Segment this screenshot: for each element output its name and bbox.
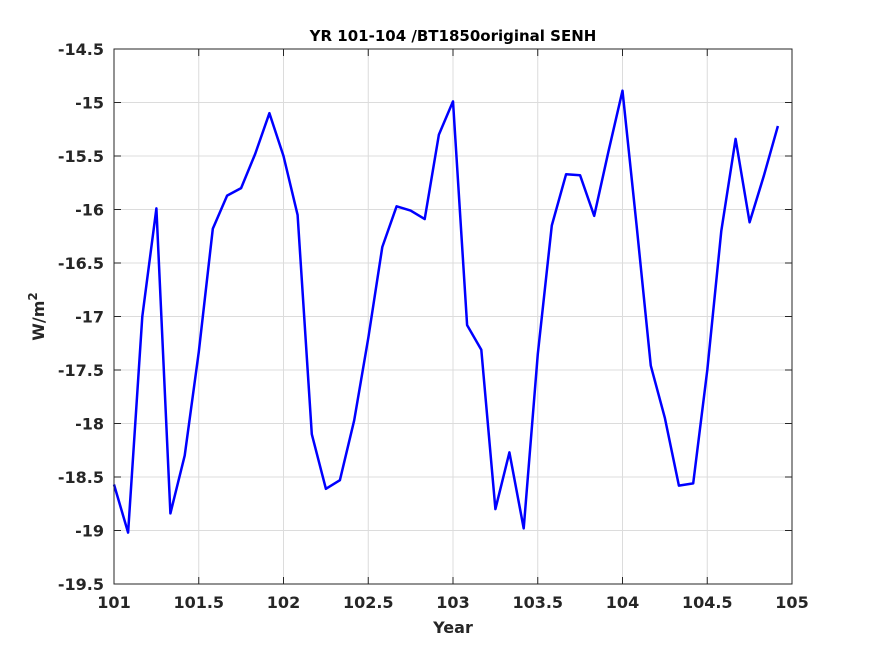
chart-title: YR 101-104 /BT1850original SENH (309, 27, 597, 45)
y-axis-label-superscript: 2 (26, 292, 40, 300)
x-axis: 101 101.5 102 102.5 103 103.5 104 104.5 105 (97, 49, 809, 612)
y-axis-label-base: W/m (29, 301, 48, 341)
x-tick-label: 104 (606, 593, 639, 612)
y-axis: -19.5 -19 -18.5 -18 -17.5 -17 -16.5 -16 -15.5 -15… (58, 40, 792, 594)
y-tick-label: -15.5 (58, 147, 104, 166)
x-tick-label: 101.5 (173, 593, 224, 612)
y-tick-label: -14.5 (58, 40, 104, 59)
x-axis-label: Year (432, 618, 473, 637)
y-tick-label: -18 (75, 415, 104, 434)
x-tick-label: 102 (267, 593, 300, 612)
y-tick-label: -18.5 (58, 468, 104, 487)
y-axis-label: W/m2 (26, 292, 48, 341)
x-tick-label: 103.5 (512, 593, 563, 612)
x-tick-label: 102.5 (343, 593, 394, 612)
y-tick-label: -19.5 (58, 575, 104, 594)
y-tick-label: -17.5 (58, 361, 104, 380)
y-tick-label: -17 (75, 308, 104, 327)
series-layer (112, 89, 780, 534)
y-tick-label: -15 (75, 94, 104, 113)
x-tick-label: 103 (436, 593, 469, 612)
y-tick-label: -19 (75, 522, 104, 541)
x-tick-label: 101 (97, 593, 130, 612)
y-tick-label: -16 (75, 201, 104, 220)
y-tick-label: -16.5 (58, 254, 104, 273)
plot-area: 101 101.5 102 102.5 103 103.5 104 104.5 105 -19.… (58, 40, 809, 612)
x-tick-label: 105 (775, 593, 808, 612)
x-tick-label: 104.5 (682, 593, 733, 612)
series-line (112, 89, 780, 534)
